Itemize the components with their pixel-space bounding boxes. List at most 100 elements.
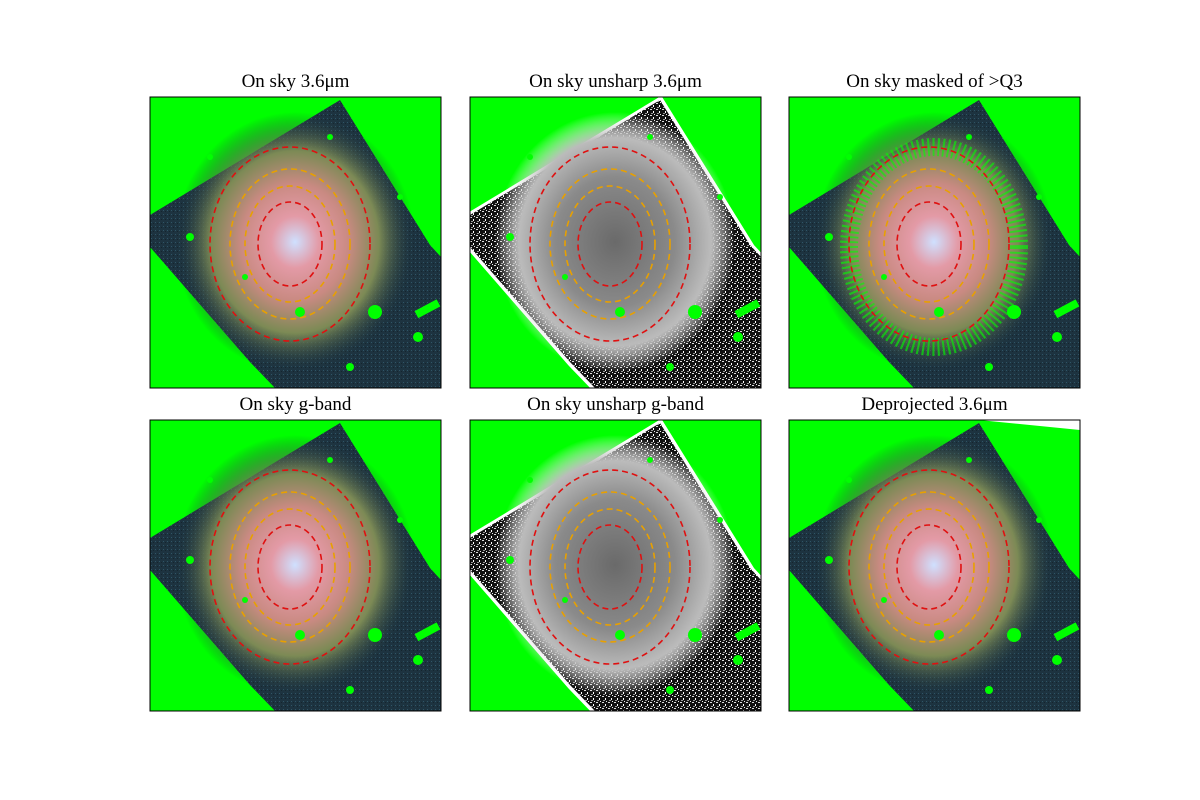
mask-blob xyxy=(615,307,625,317)
mask-blob xyxy=(846,477,852,483)
mask-blob xyxy=(177,324,183,330)
mask-blob xyxy=(934,630,944,640)
image xyxy=(150,420,441,711)
mask-blob xyxy=(177,647,183,653)
galaxy xyxy=(814,435,1054,695)
mask-blob xyxy=(647,457,653,463)
panel-title: On sky unsharp g-band xyxy=(527,394,704,415)
isophote xyxy=(229,491,351,643)
isophote xyxy=(529,146,691,342)
mask-blob xyxy=(506,556,514,564)
isophote xyxy=(209,469,371,665)
isophote xyxy=(577,201,643,287)
panel xyxy=(149,419,442,712)
blank-corner xyxy=(979,420,1080,430)
mask-blob xyxy=(368,305,382,319)
mask-blob xyxy=(615,630,625,640)
panel-frame xyxy=(469,96,762,389)
isophote xyxy=(529,469,691,665)
mask-blob xyxy=(295,630,305,640)
mask-blob xyxy=(413,655,423,665)
mask-blob xyxy=(1036,194,1042,200)
panel-title: Deprojected 3.6μm xyxy=(861,394,1008,415)
isophote xyxy=(577,524,643,610)
mask-bar xyxy=(1053,622,1080,642)
mask-blob xyxy=(346,363,354,371)
mask-bar xyxy=(734,299,761,319)
mask-bar xyxy=(414,299,441,319)
mask-blob xyxy=(327,134,333,140)
panel xyxy=(469,96,762,389)
panel-frame xyxy=(788,419,1081,712)
mask-blob xyxy=(1036,517,1042,523)
panel-frame xyxy=(788,96,1081,389)
mask-blob xyxy=(368,628,382,642)
mask-blob xyxy=(717,194,723,200)
mask-blob xyxy=(647,134,653,140)
panel-title: On sky masked of >Q3 xyxy=(846,71,1022,92)
mask-blob xyxy=(966,134,972,140)
isophote xyxy=(244,508,336,626)
mask-blob xyxy=(562,274,568,280)
image xyxy=(789,97,1080,388)
mask-blob xyxy=(688,628,702,642)
panel-frame xyxy=(149,419,442,712)
isophote xyxy=(868,491,990,643)
panel xyxy=(788,419,1081,712)
mask-blob xyxy=(497,324,503,330)
isophote xyxy=(883,185,975,303)
mask-blob xyxy=(666,686,674,694)
image xyxy=(470,420,761,711)
isophote xyxy=(257,524,323,610)
panel xyxy=(149,96,442,389)
mask-blob xyxy=(1007,305,1021,319)
mask-blob xyxy=(825,556,833,564)
isophote xyxy=(244,185,336,303)
mask-blob xyxy=(1007,628,1021,642)
mask-blob xyxy=(242,597,248,603)
mask-bar xyxy=(734,622,761,642)
mask-blob xyxy=(846,154,852,160)
isophote xyxy=(883,508,975,626)
mask-blob xyxy=(825,233,833,241)
isophote xyxy=(564,508,656,626)
isophote xyxy=(896,201,962,287)
mask-blob xyxy=(413,332,423,342)
mask-blob xyxy=(934,307,944,317)
mask-blob xyxy=(985,686,993,694)
mask-blob xyxy=(207,154,213,160)
mask-blob xyxy=(527,154,533,160)
mask-blob xyxy=(346,686,354,694)
galaxy xyxy=(175,112,415,372)
galaxy xyxy=(175,435,415,695)
panel xyxy=(469,419,762,712)
isophote xyxy=(549,491,671,643)
mask-blob xyxy=(186,233,194,241)
mask-blob xyxy=(497,647,503,653)
panel-title: On sky 3.6μm xyxy=(242,71,350,92)
isophote xyxy=(868,168,990,320)
mask-blob xyxy=(666,363,674,371)
galaxy xyxy=(495,112,735,372)
panel-frame xyxy=(469,419,762,712)
mask-blob xyxy=(295,307,305,317)
mask-blob xyxy=(733,655,743,665)
mask-blob xyxy=(733,332,743,342)
mask-blob xyxy=(717,517,723,523)
panel-title: On sky g-band xyxy=(240,394,352,415)
image xyxy=(150,97,441,388)
mask-bar xyxy=(414,622,441,642)
panel xyxy=(788,96,1081,389)
mask-blob xyxy=(881,274,887,280)
isophote xyxy=(564,185,656,303)
mask-blob xyxy=(881,597,887,603)
mask-blob xyxy=(688,305,702,319)
isophote xyxy=(848,146,1010,342)
mask-blob xyxy=(186,556,194,564)
mask-blob xyxy=(816,324,822,330)
mask-blob xyxy=(1052,655,1062,665)
mask-blob xyxy=(397,517,403,523)
mask-blob xyxy=(242,274,248,280)
galaxy xyxy=(495,435,735,695)
